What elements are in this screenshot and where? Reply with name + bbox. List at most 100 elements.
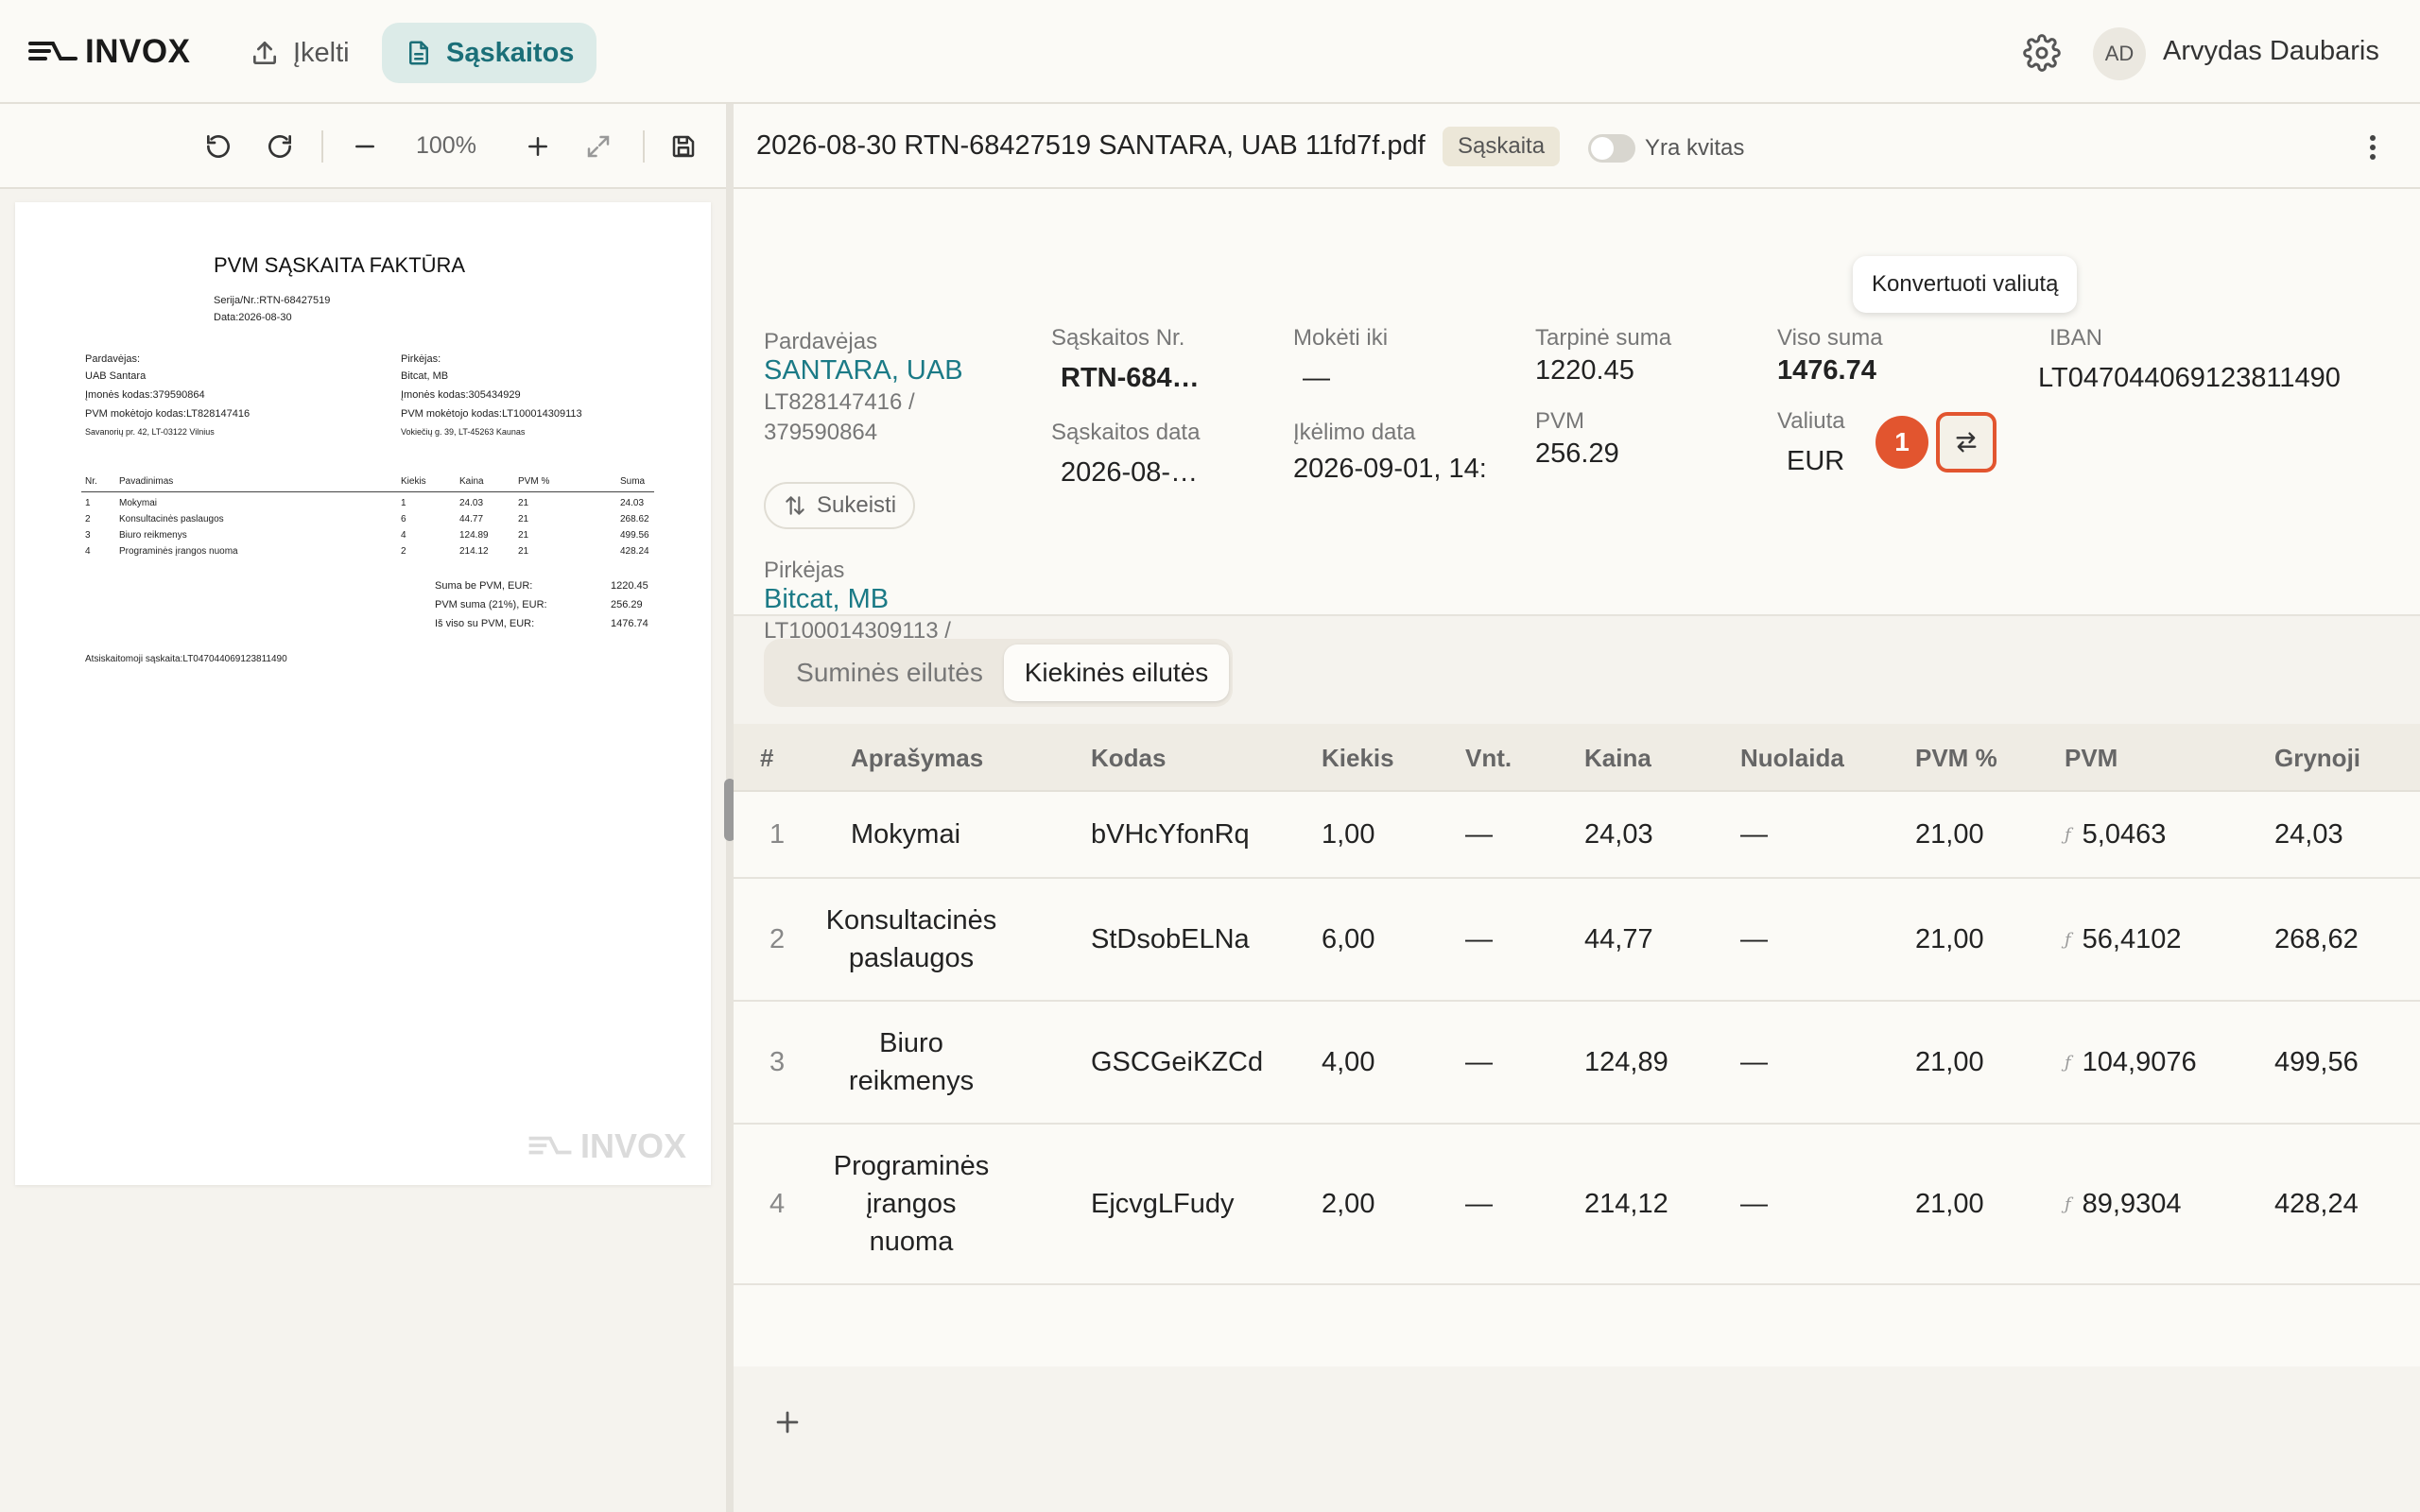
row-net[interactable]: 268,62 <box>2274 923 2359 954</box>
add-row-plus-icon[interactable] <box>771 1406 804 1438</box>
iban-value[interactable]: LT047044069123811490 <box>2038 363 2341 393</box>
zoom-level: 100% <box>416 132 476 159</box>
row-net[interactable]: 499,56 <box>2274 1046 2359 1077</box>
doc-seller-address: Savanorių pr. 42, LT-03122 Vilnius <box>85 427 215 437</box>
convert-currency-button[interactable] <box>1936 412 1996 472</box>
row-price[interactable]: 24,03 <box>1584 818 1653 850</box>
fit-screen-button[interactable] <box>579 127 618 166</box>
col-unit: Vnt. <box>1465 743 1512 772</box>
logo-mark-icon <box>28 42 78 60</box>
col-quantity: Kiekis <box>1322 743 1394 772</box>
row-vat-percent[interactable]: 21,00 <box>1915 923 1984 954</box>
row-vat[interactable]: ƒ 89,9304 <box>2065 1188 2182 1219</box>
row-price[interactable]: 214,12 <box>1584 1188 1668 1219</box>
zoom-in-button[interactable] <box>518 127 558 166</box>
row-code[interactable]: StDsobELNa <box>1091 923 1250 954</box>
row-net[interactable]: 428,24 <box>2274 1188 2359 1219</box>
row-quantity[interactable]: 6,00 <box>1322 923 1375 954</box>
row-price[interactable]: 124,89 <box>1584 1046 1668 1077</box>
doc-total-label: Suma be PVM, EUR: <box>435 580 533 592</box>
table-row[interactable]: 1 Mokymai bVHcYfonRq 1,00 — 24,03 — 21,0… <box>734 792 2420 879</box>
doc-col-name: Pavadinimas <box>119 476 174 487</box>
row-unit[interactable]: — <box>1465 923 1493 954</box>
invoice-info-panel: Pardavėjas SANTARA, UAB LT828147416 / 37… <box>734 189 2420 674</box>
row-quantity[interactable]: 1,00 <box>1322 818 1375 850</box>
buyer-name-link[interactable]: Bitcat, MB <box>764 584 890 614</box>
col-code: Kodas <box>1091 743 1167 772</box>
doc-seller-vat: PVM mokėtojo kodas:LT828147416 <box>85 408 251 420</box>
row-code[interactable]: EjcvgLFudy <box>1091 1188 1235 1219</box>
vat-value[interactable]: 256.29 <box>1535 438 1619 469</box>
doc-col-nr: Nr. <box>85 476 97 487</box>
table-row[interactable]: 4 Programinės įrangos nuoma EjcvgLFudy 2… <box>734 1125 2420 1285</box>
row-quantity[interactable]: 4,00 <box>1322 1046 1375 1077</box>
row-description[interactable]: Biuro reikmenys <box>848 1028 975 1096</box>
row-description[interactable]: Programinės įrangos nuoma <box>833 1151 990 1257</box>
rotate-left-button[interactable] <box>199 127 238 166</box>
formula-icon: ƒ <box>2065 824 2071 845</box>
row-discount[interactable]: — <box>1740 1046 1768 1077</box>
doc-total-label: PVM suma (21%), EUR: <box>435 599 547 610</box>
invoice-number-label: Sąskaitos Nr. <box>1051 325 1185 351</box>
row-discount[interactable]: — <box>1740 923 1768 954</box>
formula-icon: ƒ <box>2065 929 2071 950</box>
save-button[interactable] <box>664 127 703 166</box>
doc-date: Data:2026-08-30 <box>214 312 292 323</box>
expand-icon <box>587 135 610 158</box>
doc-buyer-address: Vokiečių g. 39, LT-45263 Kaunas <box>401 427 526 437</box>
document-type-badge[interactable]: Sąskaita <box>1443 127 1561 166</box>
user-name[interactable]: Arvydas Daubaris <box>2163 36 2379 66</box>
row-discount[interactable]: — <box>1740 818 1768 850</box>
user-avatar[interactable]: AD <box>2093 27 2146 80</box>
doc-total-label: Iš viso su PVM, EUR: <box>435 618 535 629</box>
row-description[interactable]: Mokymai <box>851 818 961 850</box>
minus-icon <box>355 145 374 148</box>
rotate-right-button[interactable] <box>260 127 300 166</box>
row-vat-percent[interactable]: 21,00 <box>1915 1188 1984 1219</box>
doc-seller-name: UAB Santara <box>85 370 147 382</box>
app-logo[interactable]: INVOX <box>28 28 190 76</box>
row-net[interactable]: 24,03 <box>2274 818 2343 850</box>
subtotal-value[interactable]: 1220.45 <box>1535 355 1634 386</box>
row-description[interactable]: Konsultacinės paslaugos <box>825 905 997 973</box>
doc-total-value: 256.29 <box>611 599 643 610</box>
row-code[interactable]: GSCGeiKZCd <box>1091 1046 1264 1077</box>
row-vat-percent[interactable]: 21,00 <box>1915 1046 1984 1077</box>
seller-name-link[interactable]: SANTARA, UAB <box>764 355 963 386</box>
row-unit[interactable]: — <box>1465 1046 1493 1077</box>
row-quantity[interactable]: 2,00 <box>1322 1188 1375 1219</box>
invoice-date-value[interactable]: 2026-08-… <box>1061 457 1199 488</box>
row-vat[interactable]: ƒ 56,4102 <box>2065 923 2182 954</box>
splitter-handle[interactable] <box>724 779 735 841</box>
doc-table-rule <box>81 491 654 492</box>
total-value[interactable]: 1476.74 <box>1777 355 1876 386</box>
swap-parties-button[interactable]: Sukeisti <box>764 482 916 529</box>
row-vat-percent[interactable]: 21,00 <box>1915 818 1984 850</box>
more-vertical-icon[interactable] <box>2363 130 2382 164</box>
receipt-toggle[interactable] <box>1588 134 1635 163</box>
rotate-right-icon <box>268 135 291 158</box>
table-row[interactable]: 2 Konsultacinės paslaugos StDsobELNa 6,0… <box>734 879 2420 1002</box>
col-index: # <box>760 743 774 772</box>
row-vat[interactable]: ƒ 104,9076 <box>2065 1046 2197 1077</box>
row-discount[interactable]: — <box>1740 1188 1768 1219</box>
currency-value[interactable]: EUR <box>1787 446 1845 476</box>
tab-sum-lines[interactable]: Suminės eilutės <box>796 658 983 687</box>
doc-seller-heading: Pardavėjas: <box>85 353 141 365</box>
row-unit[interactable]: — <box>1465 818 1493 850</box>
table-header: # Aprašymas Kodas Kiekis Vnt. Kaina Nuol… <box>734 724 2420 792</box>
row-unit[interactable]: — <box>1465 1188 1493 1219</box>
zoom-out-button[interactable] <box>345 127 385 166</box>
row-price[interactable]: 44,77 <box>1584 923 1653 954</box>
tab-quantity-lines[interactable]: Kiekinės eilutės <box>1004 644 1229 701</box>
row-index: 3 <box>769 1046 786 1077</box>
table-row[interactable]: 3 Biuro reikmenys GSCGeiKZCd 4,00 — 124,… <box>734 1002 2420 1125</box>
row-vat[interactable]: ƒ 5,0463 <box>2065 818 2167 850</box>
row-code[interactable]: bVHcYfonRq <box>1091 818 1250 850</box>
col-description: Aprašymas <box>851 743 984 772</box>
nav-upload[interactable]: Įkelti <box>227 23 372 83</box>
nav-invoices[interactable]: Sąskaitos <box>382 23 597 83</box>
invoice-number-value[interactable]: RTN-684… <box>1061 363 1200 393</box>
due-date-value[interactable]: — <box>1303 363 1330 393</box>
settings-gear-icon[interactable] <box>2023 34 2061 72</box>
